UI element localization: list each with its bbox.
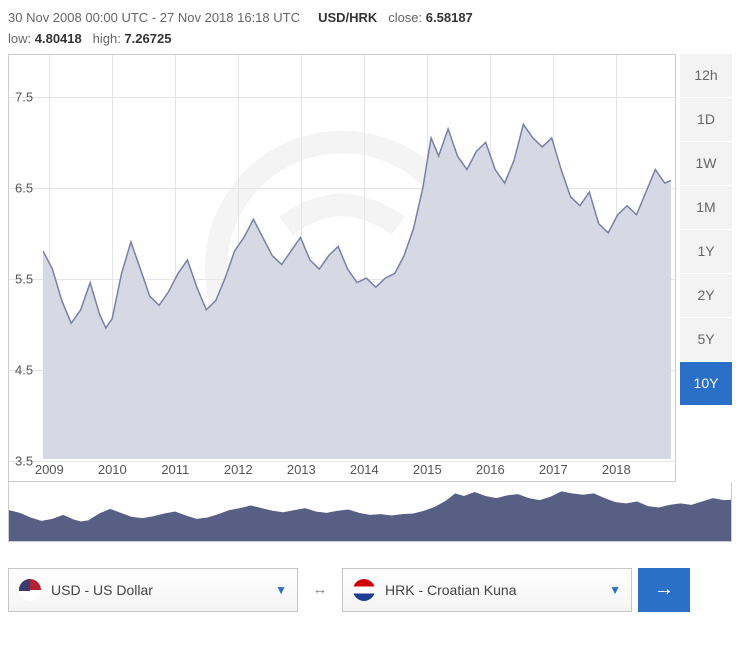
dropdown-caret-icon: ▼ xyxy=(275,583,287,597)
x-tick-label: 2014 xyxy=(350,462,379,477)
y-tick-label: 3.5 xyxy=(15,453,33,468)
to-currency-select[interactable]: HRK - Croatian Kuna ▼ xyxy=(342,568,632,612)
main-chart[interactable]: 3.5 4.5 5.5 6.5 7.5 2009 2010 2011 2012 2013 2014… xyxy=(8,54,676,482)
range-option-5y[interactable]: 5Y xyxy=(680,318,732,362)
from-currency-label: USD - US Dollar xyxy=(51,582,275,598)
range-option-10y[interactable]: 10Y xyxy=(680,362,732,406)
x-tick-label: 2009 xyxy=(35,462,64,477)
x-tick-label: 2016 xyxy=(476,462,505,477)
range-option-1d[interactable]: 1D xyxy=(680,98,732,142)
chart-header: 30 Nov 2008 00:00 UTC - 27 Nov 2018 16:1… xyxy=(8,8,739,50)
y-tick-label: 4.5 xyxy=(15,362,33,377)
x-tick-label: 2012 xyxy=(224,462,253,477)
range-option-1y[interactable]: 1Y xyxy=(680,230,732,274)
range-option-1m[interactable]: 1M xyxy=(680,186,732,230)
y-tick-label: 5.5 xyxy=(15,271,33,286)
x-tick-label: 2011 xyxy=(161,462,189,477)
x-tick-label: 2013 xyxy=(287,462,316,477)
close-value: 6.58187 xyxy=(426,10,473,25)
x-tick-label: 2017 xyxy=(539,462,568,477)
y-tick-label: 6.5 xyxy=(15,180,33,195)
x-tick-label: 2015 xyxy=(413,462,442,477)
currency-converter: USD - US Dollar ▼ ↔ HRK - Croatian Kuna … xyxy=(8,568,739,612)
range-end: 27 Nov 2018 16:18 UTC xyxy=(160,10,300,25)
convert-button[interactable]: → xyxy=(638,568,690,612)
range-option-1w[interactable]: 1W xyxy=(680,142,732,186)
range-selector: 12h1D1W1M1Y2Y5Y10Y xyxy=(680,54,732,482)
low-value: 4.80418 xyxy=(35,31,82,46)
to-currency-label: HRK - Croatian Kuna xyxy=(385,582,609,598)
from-currency-select[interactable]: USD - US Dollar ▼ xyxy=(8,568,298,612)
x-tick-label: 2018 xyxy=(602,462,631,477)
currency-pair: USD/HRK xyxy=(318,10,377,25)
range-option-2y[interactable]: 2Y xyxy=(680,274,732,318)
range-option-12h[interactable]: 12h xyxy=(680,54,732,98)
plot-area xyxy=(43,61,671,459)
hrk-flag-icon xyxy=(353,579,375,601)
dropdown-caret-icon: ▼ xyxy=(609,583,621,597)
x-tick-label: 2010 xyxy=(98,462,127,477)
low-label: low: xyxy=(8,31,31,46)
range-start: 30 Nov 2008 00:00 UTC xyxy=(8,10,148,25)
mini-chart[interactable] xyxy=(8,482,732,542)
usd-flag-icon xyxy=(19,579,41,601)
close-label: close: xyxy=(388,10,422,25)
high-label: high: xyxy=(93,31,121,46)
y-tick-label: 7.5 xyxy=(15,89,33,104)
high-value: 7.26725 xyxy=(124,31,171,46)
swap-icon[interactable]: ↔ xyxy=(298,581,342,598)
